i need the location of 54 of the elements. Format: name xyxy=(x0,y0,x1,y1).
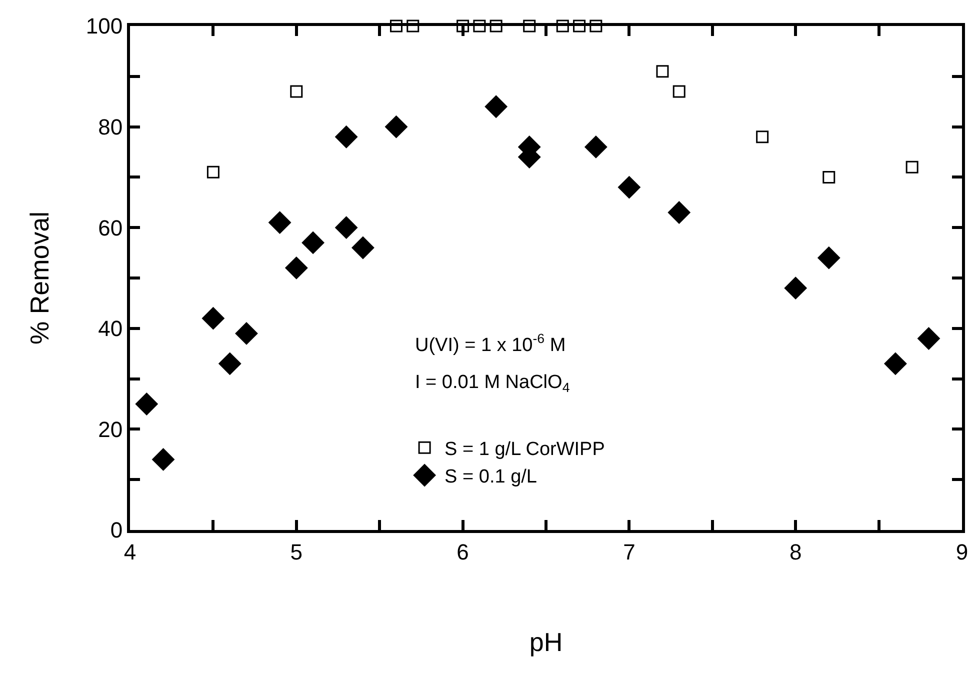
y-tick-label: 20 xyxy=(98,416,123,442)
point xyxy=(202,307,224,330)
point xyxy=(218,352,241,375)
x-axis-title: pH xyxy=(529,627,563,658)
y-tick-label: 80 xyxy=(98,114,123,140)
point xyxy=(618,176,640,198)
x-tick-label: 6 xyxy=(456,539,469,564)
legend-label: S = 0.1 g/L xyxy=(444,466,537,488)
x-tick-label: 5 xyxy=(290,539,303,564)
point xyxy=(656,65,669,78)
point xyxy=(784,276,807,300)
y-tick-label: 0 xyxy=(110,518,123,543)
x-tick-label: 8 xyxy=(789,539,802,564)
point xyxy=(756,130,769,144)
point xyxy=(335,216,358,239)
point xyxy=(473,20,486,32)
point xyxy=(152,448,174,471)
point xyxy=(672,85,686,98)
point xyxy=(523,20,536,32)
y-axis-title: % Removal xyxy=(24,212,54,344)
y-tick-label: 100 xyxy=(86,14,123,39)
y-tick-label: 60 xyxy=(98,215,123,240)
annotation: U(VI) = 1 x 10$^{-6}$ M xyxy=(415,331,566,356)
point xyxy=(556,20,569,32)
point xyxy=(822,170,836,184)
x-tick-label: 7 xyxy=(623,539,636,564)
point xyxy=(206,166,220,178)
point xyxy=(456,20,470,32)
point xyxy=(235,322,258,345)
annotation: I = 0.01 M NaClO$_{4}$ xyxy=(415,372,570,395)
point xyxy=(335,126,358,148)
point xyxy=(352,236,374,259)
point xyxy=(135,392,158,416)
point xyxy=(884,352,907,375)
point xyxy=(484,95,508,118)
point xyxy=(590,20,602,32)
point xyxy=(268,211,291,234)
point xyxy=(818,246,840,269)
point xyxy=(584,136,608,158)
point xyxy=(390,20,402,32)
point xyxy=(385,116,408,138)
point xyxy=(490,20,502,32)
point xyxy=(285,256,308,280)
point xyxy=(906,160,918,174)
legend-label: S = 1 g/L CorWIPP xyxy=(444,438,605,460)
point xyxy=(302,232,324,254)
point xyxy=(668,201,690,224)
x-tick-label: 4 xyxy=(124,539,136,564)
point xyxy=(406,20,420,32)
point xyxy=(290,85,303,98)
point xyxy=(573,20,586,32)
x-tick-label: 9 xyxy=(956,539,968,564)
point xyxy=(918,327,940,350)
y-tick-label: 40 xyxy=(98,316,123,342)
